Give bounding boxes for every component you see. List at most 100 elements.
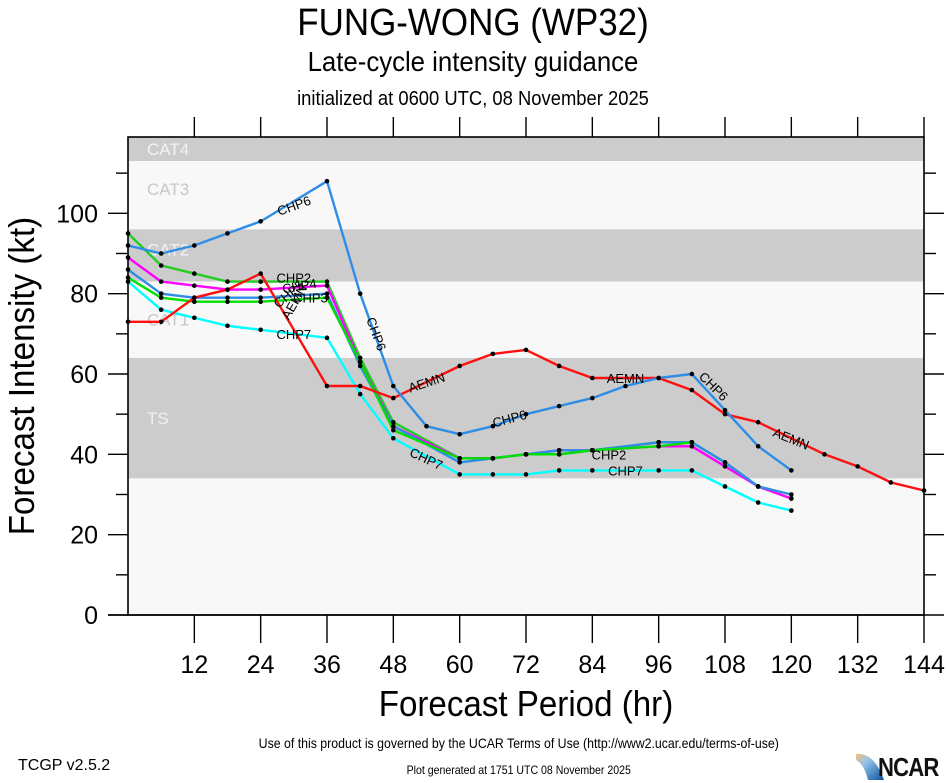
data-point <box>888 480 894 485</box>
data-point <box>357 383 363 389</box>
data-point <box>457 456 462 461</box>
y-tick-label: 60 <box>70 361 98 389</box>
data-point <box>357 391 363 397</box>
data-point <box>158 319 164 325</box>
data-point <box>324 335 330 341</box>
data-point <box>755 484 761 489</box>
data-point <box>457 460 462 465</box>
data-point <box>225 295 230 300</box>
data-point <box>556 403 562 409</box>
data-point <box>192 299 197 304</box>
band-label: CAT2 <box>147 240 189 259</box>
data-point <box>789 496 794 501</box>
data-point <box>192 271 197 276</box>
generated-time: Plot generated at 1751 UTC 08 November 2… <box>406 763 631 777</box>
x-tick-label: 36 <box>313 651 341 679</box>
y-tick-label: 20 <box>70 522 98 550</box>
x-tick-label: 144 <box>903 651 945 679</box>
data-point <box>722 464 728 469</box>
data-point <box>391 427 396 433</box>
series-label-text: CHP7 <box>608 463 643 478</box>
band-label: CAT4 <box>147 140 189 159</box>
data-point <box>225 231 230 236</box>
terms-of-use: Use of this product is governed by the U… <box>258 735 779 751</box>
version-label: TCGP v2.5.2 <box>18 757 111 774</box>
data-point <box>523 411 529 417</box>
x-tick-label: 72 <box>512 651 540 679</box>
data-point <box>689 439 695 445</box>
data-point <box>590 448 595 453</box>
category-band-labels: CAT4 CAT3 CAT2 CAT1 TS <box>147 140 189 428</box>
series-label-text: AEMN <box>607 371 645 386</box>
band-cat2 <box>128 229 924 282</box>
series-points <box>125 178 927 513</box>
data-point <box>822 452 827 457</box>
data-point <box>523 472 529 477</box>
data-point <box>755 443 761 449</box>
data-point <box>192 283 197 288</box>
data-point <box>391 383 396 389</box>
data-point <box>424 423 429 429</box>
x-tick-label: 60 <box>446 651 474 679</box>
band-cat3 <box>128 161 924 230</box>
data-point <box>556 468 562 473</box>
band-label: CAT3 <box>147 180 189 199</box>
data-point <box>689 443 695 449</box>
data-point <box>656 443 661 449</box>
x-tick-label: 132 <box>837 651 879 679</box>
data-point <box>490 351 496 357</box>
data-point <box>324 291 330 296</box>
data-point <box>722 484 728 489</box>
data-point <box>457 363 462 369</box>
x-tick-label: 96 <box>645 651 673 679</box>
data-point <box>656 375 661 381</box>
data-point <box>689 387 695 393</box>
data-point <box>258 299 263 304</box>
data-point <box>556 452 562 457</box>
data-point <box>490 456 496 461</box>
series-label-text: CHP2 <box>592 447 627 462</box>
data-point <box>158 263 164 268</box>
x-tick-label: 84 <box>578 651 606 679</box>
data-point <box>722 411 728 417</box>
data-point <box>258 287 263 292</box>
data-point <box>158 291 164 296</box>
data-point <box>391 395 396 401</box>
x-tick-label: 48 <box>379 651 407 679</box>
series-label-text: CHP4 <box>281 276 318 297</box>
data-point <box>623 383 628 389</box>
data-point <box>556 363 562 369</box>
data-point <box>225 299 230 304</box>
x-tick-label: 120 <box>770 651 812 679</box>
series-label: CHP2 <box>592 447 627 462</box>
series-line-chp3 <box>127 268 792 496</box>
data-point <box>192 243 197 248</box>
data-point <box>789 468 794 473</box>
data-point <box>158 295 164 300</box>
series-label: CHP7 <box>608 463 643 478</box>
data-point <box>357 359 363 365</box>
data-point <box>258 279 263 284</box>
series-label: CHP7 <box>276 327 311 342</box>
data-point <box>689 468 695 473</box>
data-point <box>357 291 363 296</box>
data-point <box>225 279 230 284</box>
band-label: TS <box>147 409 169 428</box>
data-point <box>523 452 529 457</box>
data-point <box>324 178 330 184</box>
data-point <box>523 347 529 353</box>
data-point <box>158 279 164 284</box>
series-label: CHP3 <box>293 291 328 306</box>
data-point <box>357 355 363 361</box>
data-point <box>258 219 263 224</box>
band-below-ts <box>128 478 924 615</box>
data-point <box>457 431 462 437</box>
data-point <box>789 508 794 513</box>
x-axis-label: Forecast Period (hr) <box>378 683 674 724</box>
data-point <box>590 375 595 381</box>
y-tick-label: 80 <box>70 281 98 309</box>
series-label: CHP2 <box>276 271 311 286</box>
axes: 0 20 40 60 80 100 12 24 36 48 60 72 84 96 108 120 132 144 <box>56 117 945 679</box>
data-point <box>324 383 330 389</box>
